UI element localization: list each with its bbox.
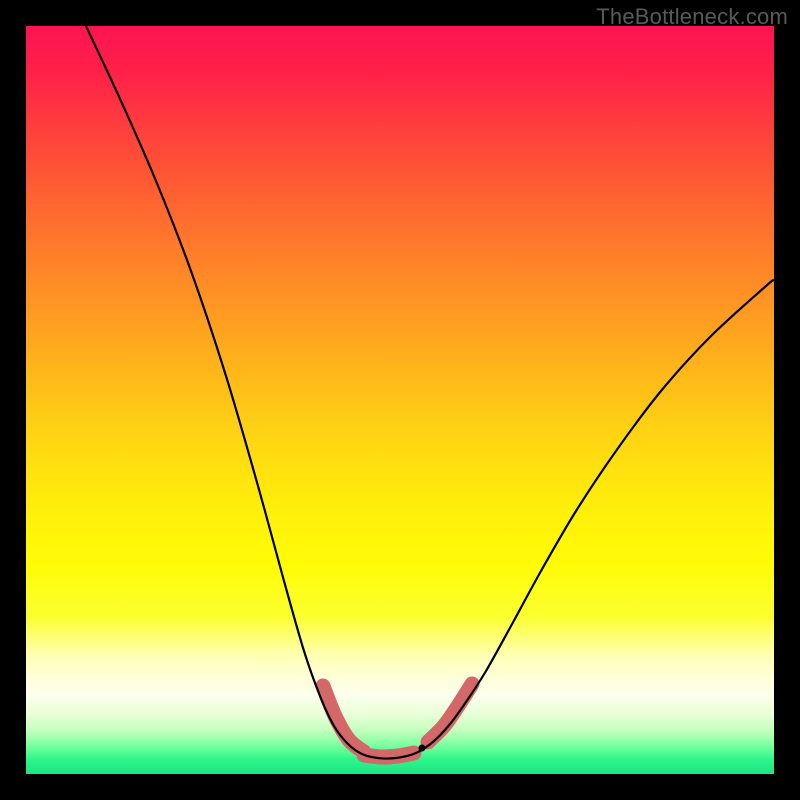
chart-svg [26, 26, 774, 774]
chart-plot-area [26, 26, 774, 774]
curve-minimum-dot [419, 745, 426, 752]
watermark-text: TheBottleneck.com [596, 4, 788, 30]
